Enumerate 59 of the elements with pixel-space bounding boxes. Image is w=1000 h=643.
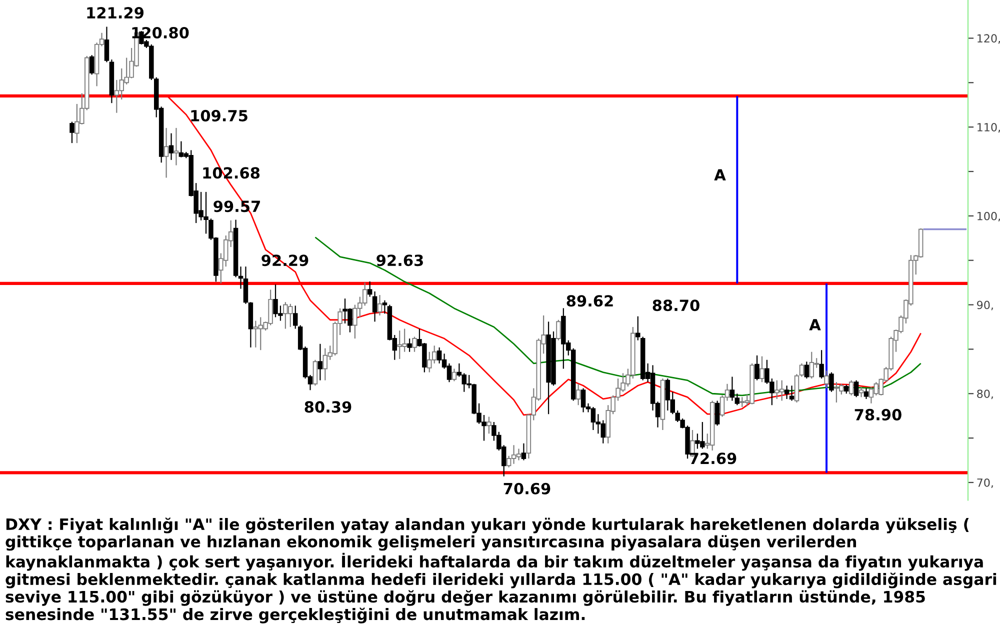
- candlestick: [854, 380, 859, 398]
- candlestick: [243, 266, 248, 304]
- y-tick-label: 100,: [978, 212, 1000, 222]
- annotation: 89.62: [566, 295, 613, 307]
- candlestick: [714, 400, 720, 426]
- candlestick: [760, 356, 764, 383]
- candlestick: [174, 127, 179, 166]
- annotation: 109.75: [191, 110, 248, 122]
- candlestick: [848, 380, 854, 396]
- candlestick: [556, 319, 561, 341]
- candlestick: [412, 336, 417, 352]
- candlestick: [377, 294, 382, 316]
- candlestick: [312, 359, 318, 386]
- candlestick: [521, 442, 526, 461]
- annotation: 92.63: [376, 254, 423, 266]
- candlestick: [576, 383, 581, 406]
- candlestick: [407, 338, 412, 352]
- line-series: [314, 236, 922, 396]
- candlestick: [636, 316, 640, 341]
- candlestick: [864, 388, 869, 400]
- annotation: 88.70: [652, 300, 700, 312]
- candlestick: [318, 343, 323, 381]
- candlestick: [858, 386, 864, 398]
- candlestick: [730, 376, 735, 402]
- candlestick: [819, 350, 824, 380]
- candlestick: [89, 54, 94, 76]
- y-tick-label: 120,: [978, 34, 1000, 44]
- candlestick: [829, 372, 834, 392]
- annotation: 78.90: [854, 408, 902, 420]
- y-tick-label: 70,: [977, 478, 993, 488]
- candlestick: [292, 305, 298, 330]
- annotation: 120.80: [132, 26, 189, 39]
- candlestick: [734, 393, 740, 406]
- candlestick: [164, 127, 169, 178]
- candlestick: [784, 385, 790, 400]
- annotation: 80.39: [304, 401, 352, 413]
- candlestick: [799, 362, 804, 378]
- candlestick: [382, 300, 388, 314]
- annotation: 72.69: [690, 452, 736, 464]
- annotation: 121.29: [87, 7, 144, 19]
- candlestick: [104, 26, 110, 63]
- candlestick: [168, 132, 174, 160]
- y-tick-label: 80,: [977, 390, 993, 400]
- candlestick: [367, 280, 372, 298]
- y-tick-label: 90,: [977, 300, 993, 310]
- text: DXY : Fiyat kalınlığı "A" ile gösterilen yatay alandan yukarı yönde kurtularak hareketlenen dolarda yükseliş ( gittikçe toparlanan ve hızlanan ekonomik gelişmeleri yansıtırcasına piyasalara düşen verilerden kaynaklanmakta ) çok sert yaşanıyor. İlerideki haftalarda da bir takım düzeltmeler yaşansa da fiyatın yukarıya gitmesi beklenmektedir. çanak katlanma hedefi ilerideki yıllarda 115.00 ( "A" kadar yukarıya gidildiğinde asgari seviye 115.00" gibi gözüküyor ) ve üstüne doğru değer kazanımı görülebilir. Bu fiyatların üstünde, 1985 senesinde "131.55" de zirve gerçekleştiğini de unutmamak lazım.: [6, 518, 996, 624]
- candlestick: [824, 370, 829, 389]
- candlestick: [804, 361, 810, 380]
- candlestick: [372, 290, 378, 322]
- annotation: 70.69: [504, 482, 550, 494]
- candlestick: [452, 368, 457, 382]
- candlestick: [238, 266, 244, 290]
- annotation: A: [714, 169, 726, 180]
- y-tick-label: 110,: [978, 123, 1000, 133]
- candlestick: [70, 121, 74, 144]
- annotation: A: [809, 319, 821, 330]
- candlestick: [789, 385, 794, 402]
- candlestick: [486, 416, 492, 434]
- candlestick: [754, 354, 760, 381]
